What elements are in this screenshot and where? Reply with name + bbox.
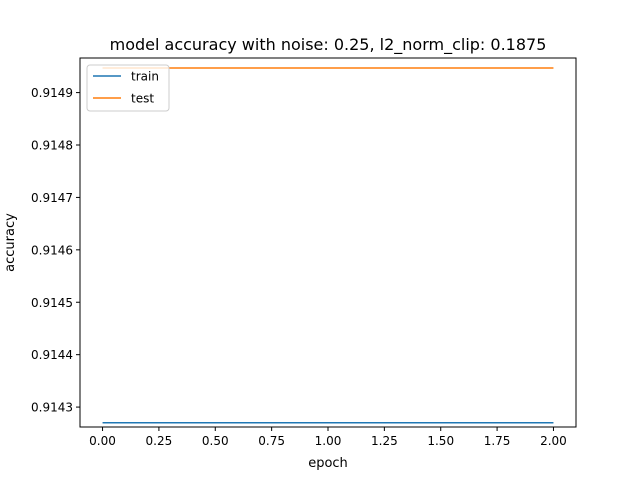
y-tick-label: 0.9148 [31, 139, 73, 153]
x-tick-label: 1.75 [484, 434, 511, 448]
y-axis-label: accuracy [3, 213, 18, 272]
y-tick-label: 0.9146 [31, 243, 73, 257]
legend-label-test: test [131, 92, 154, 106]
legend-label-train: train [131, 70, 159, 84]
x-tick-label: 0.75 [258, 434, 285, 448]
y-tick-label: 0.9149 [31, 86, 73, 100]
x-tick-label: 1.00 [315, 434, 342, 448]
x-tick-label: 0.00 [89, 434, 116, 448]
x-tick-label: 1.25 [371, 434, 398, 448]
legend: train test [86, 64, 170, 112]
x-tick-label: 0.50 [202, 434, 229, 448]
x-tick-label: 0.25 [146, 434, 173, 448]
series-layer [102, 67, 554, 424]
x-tick-label: 1.50 [427, 434, 454, 448]
x-tick-label: 2.00 [540, 434, 567, 448]
y-tick-label: 0.9147 [31, 191, 73, 205]
y-tick-label: 0.9143 [31, 401, 73, 415]
ticks-layer: 0.00 0.25 0.50 0.75 1.00 1.25 1.50 1.75 2.00 0.91… [31, 86, 567, 448]
x-axis-label: epoch [308, 456, 348, 471]
y-tick-label: 0.9145 [31, 296, 73, 310]
plot-area-frame [79, 57, 577, 428]
chart-title: model accuracy with noise: 0.25, l2_norm… [110, 35, 547, 55]
y-tick-label: 0.9144 [31, 348, 73, 362]
